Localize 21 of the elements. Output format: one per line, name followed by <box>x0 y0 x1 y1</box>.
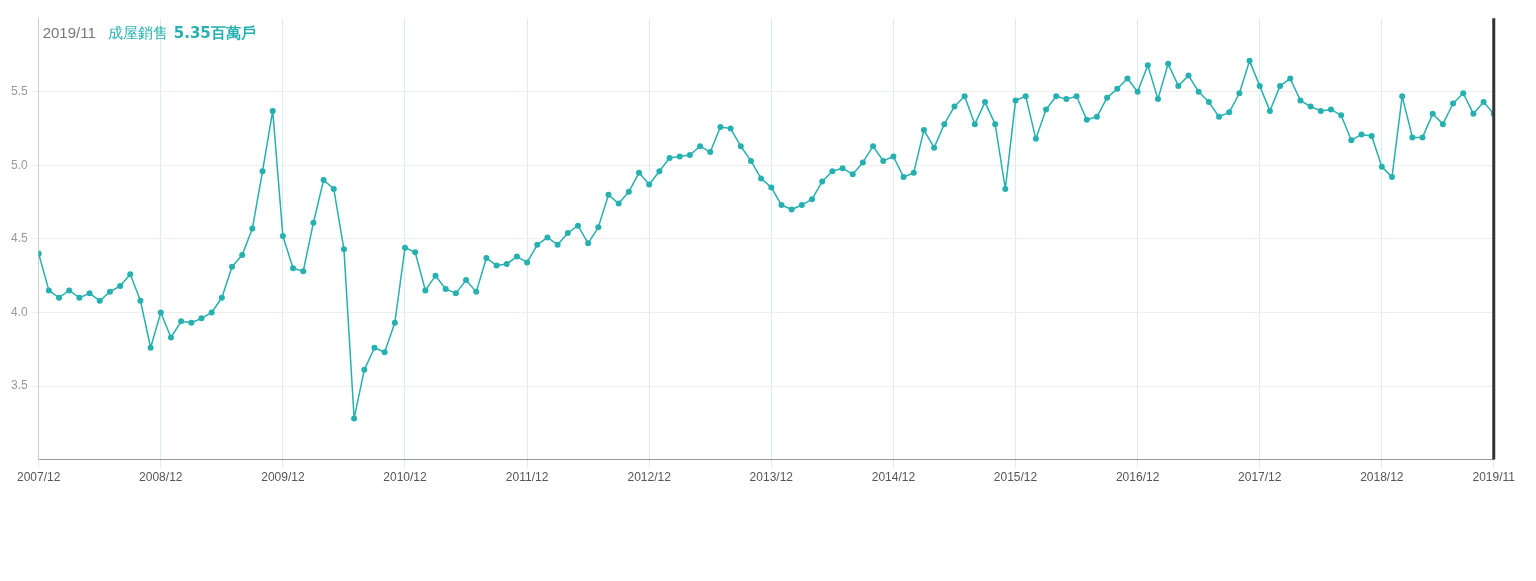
annotation: 5.35百萬戶 <box>173 24 256 43</box>
x-tick-label: 2009/12 <box>261 470 305 485</box>
x-tick-label: 2011/12 <box>505 470 549 485</box>
y-tick-label: 5.5 <box>10 84 28 99</box>
x-tick-label: 2018/12 <box>1360 470 1404 485</box>
y-tick-label: 5.0 <box>10 157 28 172</box>
y-tick-label: 3.5 <box>10 378 28 393</box>
x-tick-label: 2007/12 <box>16 470 61 485</box>
x-tick-label: 2016/12 <box>1115 470 1160 485</box>
x-tick-label: 2013/12 <box>749 470 794 485</box>
y-tick-label: 4.0 <box>10 304 28 319</box>
x-tick-label: 2010/12 <box>383 470 427 485</box>
text: 2019/11 <box>42 24 96 42</box>
x-tick-label: 2014/12 <box>871 470 916 485</box>
x-tick-label: 2019/11 <box>1472 470 1516 485</box>
x-tick-label: 2008/12 <box>139 470 183 485</box>
x-tick-label: 2012/12 <box>627 470 672 485</box>
x-tick-label: 2015/12 <box>993 470 1038 485</box>
text: 成屋銷售 <box>107 24 168 43</box>
y-tick-label: 4.5 <box>10 231 28 246</box>
x-tick-label: 2017/12 <box>1238 470 1282 485</box>
